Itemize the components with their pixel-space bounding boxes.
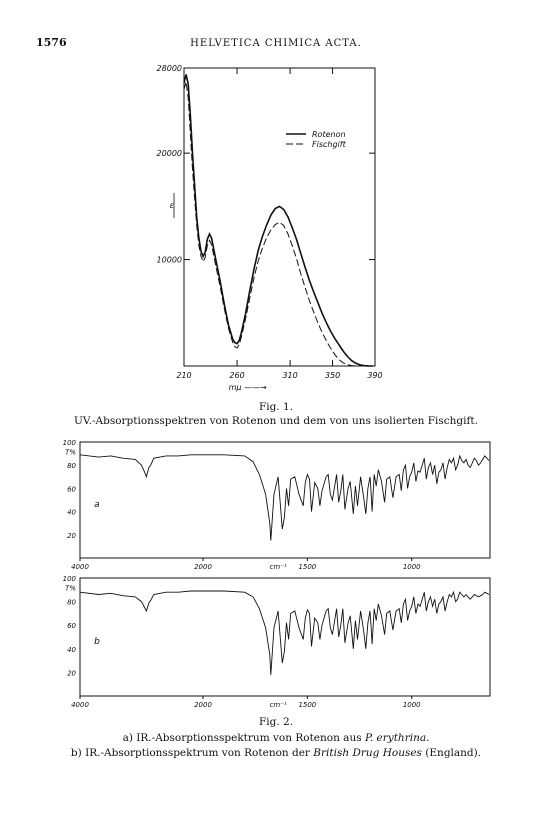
series-line-fischgift <box>183 81 365 367</box>
x-tick-label: 1500 <box>298 701 316 709</box>
plot-frame <box>79 441 491 559</box>
fig2-caption-b-source: British Drug Houses <box>313 747 422 759</box>
x-tick-label: 1000 <box>403 701 421 709</box>
y-tick-label: 20 <box>67 532 76 540</box>
y-tick-label: 40 <box>67 509 76 517</box>
uv-spectrum-chart: 210 260 310 350 390 10000 20000 28000 ε mμ ——→ Rot… <box>157 64 383 392</box>
y-tick-label: 60 <box>67 622 76 630</box>
journal-title: HELVETICA CHIMICA ACTA. <box>190 38 362 49</box>
x-tick-label: 4000 <box>71 563 89 571</box>
fig2-caption-b-text: b) IR.-Absorptionsspektrum von Rotenon d… <box>70 747 314 759</box>
panel-label: a <box>94 500 100 510</box>
x-tick-label: 210 <box>176 371 191 380</box>
x-tick-label: 390 <box>367 371 382 380</box>
x-tick-label: 310 <box>282 371 297 380</box>
fig2-caption-a-species: P. erythrina. <box>364 732 430 744</box>
x-tick-label: 260 <box>229 371 244 380</box>
x-tick-label: 2000 <box>194 701 212 709</box>
x-axis-label: mμ ——→ <box>229 383 267 392</box>
page-number: 1576 <box>36 36 67 49</box>
x-unit-label: cm⁻¹ <box>270 701 287 709</box>
x-tick-label: 350 <box>325 371 340 380</box>
legend-label-rotenon: Rotenon <box>312 130 346 139</box>
y-tick-label: 60 <box>67 485 76 493</box>
y-tick-label: 100 <box>63 575 77 583</box>
y-tick-label: 20000 <box>157 149 182 158</box>
x-tick-label: 1000 <box>403 563 421 571</box>
y-tick-label: 28000 <box>157 64 182 73</box>
y-tick-label: 80 <box>67 462 76 470</box>
legend-label-fischgift: Fischgift <box>312 140 347 149</box>
fig1-caption: UV.-Absorptionsspektren von Rotenon und … <box>74 415 478 427</box>
ir-spectrum-line <box>79 454 490 541</box>
x-tick-label: 4000 <box>71 701 89 709</box>
fig2-caption-b-end: (England). <box>421 747 482 759</box>
y-axis-label: ε <box>170 201 175 210</box>
panel-label: b <box>94 637 100 647</box>
series-line-rotenon <box>183 74 373 367</box>
y-tick-label: 10000 <box>157 256 182 265</box>
y-tick-label: 40 <box>67 646 76 654</box>
y-tick-label: 100 <box>63 439 77 447</box>
fig2-label: Fig. 2. <box>258 716 294 728</box>
x-unit-label: cm⁻¹ <box>270 563 287 571</box>
plot-frame <box>183 67 376 367</box>
y-tick-label: 20 <box>67 669 76 677</box>
fig2-caption-a-text: a) IR.-Absorptionsspektrum von Rotenon a… <box>122 732 365 744</box>
fig1-label: Fig. 1. <box>258 401 294 413</box>
y-tick-label: 80 <box>67 599 76 607</box>
x-tick-label: 1500 <box>298 563 316 571</box>
fig2-caption-b: b) IR.-Absorptionsspektrum von Rotenon d… <box>0 747 552 759</box>
y-axis-label: T% <box>65 584 76 592</box>
fig2-caption-a: a) IR.-Absorptionsspektrum von Rotenon a… <box>0 732 552 744</box>
y-axis-label: T% <box>65 448 76 456</box>
x-tick-label: 2000 <box>194 563 212 571</box>
plot-frame <box>79 577 491 697</box>
ir-spectrum-line <box>79 590 490 675</box>
